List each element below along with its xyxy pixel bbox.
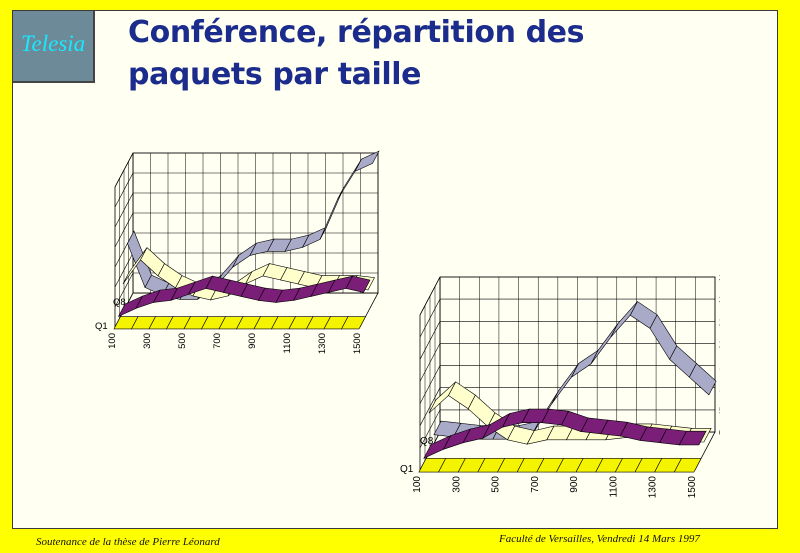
depth-label-back: Q8 xyxy=(420,436,434,447)
chart-axis-labels: 0 500 1000 1500 2000 2500 3000 3500 100 300 500 700… xyxy=(400,275,720,498)
chart-bottom-right: 0 500 1000 1500 2000 2500 3000 3500 100 300 500 700… xyxy=(400,275,720,498)
footer-venue: Faculté de Versailles, Vendredi 14 Mars … xyxy=(499,533,700,545)
ribbon-segment xyxy=(678,430,707,446)
x-tick-label: 1500 xyxy=(687,476,698,499)
chart-axis-labels: 0500100015002000250030003500100300500700… xyxy=(95,297,363,354)
x-tick-label: 1300 xyxy=(317,333,328,354)
x-tick-label: 700 xyxy=(212,333,223,349)
x-tick-label: 300 xyxy=(142,333,153,349)
x-tick-label: 700 xyxy=(530,476,541,493)
y-tick-label: 1500 xyxy=(719,362,720,373)
y-tick-label: 0 xyxy=(719,428,720,439)
chart-top-left: 0500100015002000250030003500100300500700… xyxy=(95,150,380,354)
x-tick-label: 100 xyxy=(412,476,423,493)
x-tick-label: 1500 xyxy=(352,333,363,354)
footer-thesis: Soutenance de la thèse de Pierre Léonard xyxy=(36,536,220,548)
x-tick-label: 1100 xyxy=(608,476,619,498)
x-tick-label: 900 xyxy=(569,476,580,493)
y-tick-label: 2000 xyxy=(719,339,720,350)
ribbon-segment xyxy=(345,275,371,293)
x-tick-label: 500 xyxy=(491,476,502,493)
y-tick-label: 1000 xyxy=(719,384,720,395)
logo-text: Telesia xyxy=(20,31,86,56)
y-tick-label: 3000 xyxy=(719,295,720,306)
x-tick-label: 900 xyxy=(247,333,258,349)
chart-ribbons xyxy=(113,150,380,330)
x-tick-label: 100 xyxy=(107,333,118,349)
y-tick-label: 500 xyxy=(719,406,720,417)
depth-label-front: Q1 xyxy=(95,321,108,332)
telesia-logo: Telesia xyxy=(13,11,95,83)
ribbon-segment xyxy=(341,316,366,330)
y-tick-label: 3500 xyxy=(719,275,720,284)
series-ribbon xyxy=(113,316,366,330)
depth-label-front: Q1 xyxy=(400,464,414,475)
x-tick-label: 300 xyxy=(451,476,462,493)
series-ribbon xyxy=(423,408,707,459)
series-ribbon xyxy=(117,275,371,318)
x-tick-label: 1300 xyxy=(648,476,659,499)
ribbon-segment xyxy=(688,363,717,396)
ribbon-segment xyxy=(354,150,380,173)
x-tick-label: 1100 xyxy=(282,333,293,353)
ribbon-segment xyxy=(673,458,702,473)
chart-ribbons xyxy=(418,301,717,473)
series-ribbon xyxy=(418,458,702,473)
slide-title: Conférence, répartition des paquets par … xyxy=(128,12,584,96)
depth-label-back: Q8 xyxy=(113,297,126,308)
y-tick-label: 2500 xyxy=(719,317,720,328)
title-line-1: Conférence, répartition des xyxy=(128,15,585,50)
title-line-2: paquets par taille xyxy=(128,57,422,92)
x-tick-label: 500 xyxy=(177,333,188,349)
